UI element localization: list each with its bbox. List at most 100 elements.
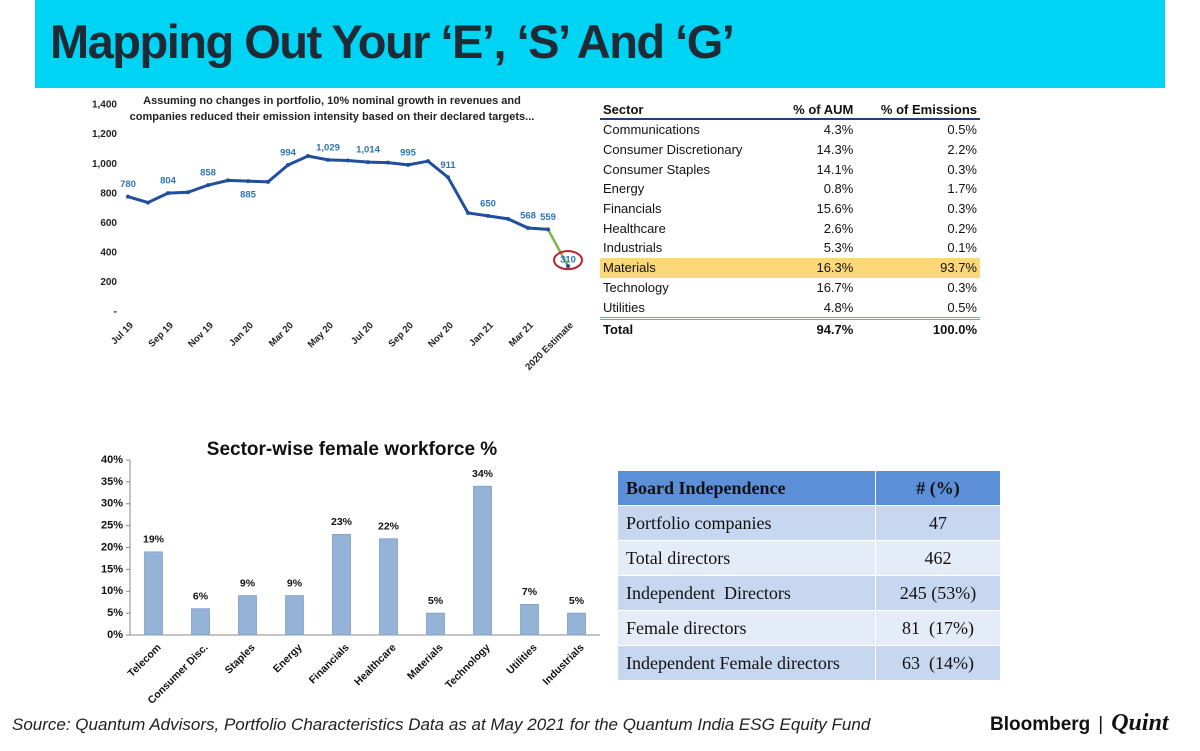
row: Communications 4.3% 0.5%: [600, 119, 980, 140]
chart-title: Sector-wise female workforce %: [207, 439, 497, 460]
cell: 245 (53%): [875, 575, 1001, 611]
value-label: 650: [480, 198, 496, 209]
cell: Communications: [603, 122, 700, 138]
logo-divider: |: [1098, 714, 1104, 735]
point: [266, 179, 270, 184]
value-label: 22%: [378, 521, 400, 533]
value-label: 19%: [143, 534, 165, 546]
row: Total directors 462: [617, 540, 1001, 576]
value-label: 885: [240, 190, 257, 201]
value-label: 911: [440, 160, 456, 171]
point: [166, 191, 170, 196]
bar: [520, 603, 539, 636]
point: [466, 210, 470, 215]
x-tick-label: Jan 20: [227, 320, 256, 349]
bar: [285, 595, 304, 636]
row: Energy 0.8% 1.7%: [600, 179, 980, 199]
y-tick-label: 800: [100, 188, 117, 199]
y-tick-label: 15%: [101, 563, 123, 575]
y-tick-label: -: [114, 307, 117, 318]
cell: 14.1%: [816, 161, 854, 177]
x-tick-label: Staples: [223, 641, 258, 676]
cell: 4.8%: [776, 297, 857, 320]
cell: Total directors: [617, 540, 876, 576]
x-tick-label: May 20: [306, 320, 336, 350]
point: [506, 216, 510, 221]
bar: [144, 551, 163, 636]
x-tick-label: Industrials: [541, 641, 587, 687]
row: Materials 16.3% 93.7%: [600, 257, 980, 278]
y-tick-label: 5%: [107, 607, 123, 619]
cell: 0.8%: [823, 181, 854, 197]
x-tick-label: Mar 20: [267, 320, 296, 349]
cell: 462: [875, 540, 1001, 576]
logo: Bloomberg | Quint: [990, 710, 1169, 737]
x-tick-label: Sep 19: [146, 320, 175, 349]
cell: 14.3%: [816, 142, 854, 158]
point: [226, 178, 230, 183]
row: Independent Female directors 63 (14%): [617, 645, 1001, 681]
bar: [473, 485, 492, 636]
cell: Independent Female directors: [617, 645, 876, 681]
value-label: 995: [400, 147, 417, 158]
x-tick-label: Mar 21: [507, 320, 537, 350]
bar: [238, 595, 257, 636]
value-label: 5%: [569, 595, 585, 607]
header-bar: [35, 0, 1165, 88]
total-cell: 94.7%: [776, 316, 857, 340]
y-tick-label: 40%: [101, 454, 123, 466]
x-tick-label: Healthcare: [352, 641, 399, 688]
cell: 5.3%: [823, 240, 854, 256]
header-row: Board Independence # (%): [617, 470, 1001, 506]
x-tick-label: Materials: [405, 641, 446, 682]
point: [286, 163, 290, 168]
y-tick-label: 30%: [101, 498, 123, 510]
estimate-circle: [553, 250, 583, 271]
cell: Female directors: [617, 610, 876, 646]
y-tick-label: 1,000: [92, 159, 117, 170]
x-tick-label: Jul 19: [109, 320, 136, 347]
value-label: 804: [160, 176, 177, 187]
bar: [379, 538, 398, 636]
point: [486, 213, 490, 218]
point: [546, 227, 550, 232]
cell: Utilities: [600, 297, 777, 320]
cell: Materials: [600, 257, 777, 278]
source-note: Source: Quantum Advisors, Portfolio Char…: [12, 715, 871, 734]
point: [246, 179, 250, 184]
row: Industrials 5.3% 0.1%: [600, 238, 980, 258]
value-label: 310: [560, 255, 576, 266]
value-label: 34%: [472, 468, 494, 480]
estimate-line: [546, 228, 570, 267]
cell: 93.7%: [856, 257, 980, 278]
point: [306, 154, 310, 159]
point: [406, 162, 410, 167]
row: Portfolio companies 47: [617, 505, 1001, 541]
cell: 4.3%: [823, 122, 854, 138]
value-label: 568: [520, 211, 536, 222]
point: [386, 160, 390, 165]
cell: 0.2%: [947, 220, 977, 236]
y-tick-label: 600: [100, 218, 117, 229]
cell: 0.5%: [856, 297, 980, 320]
row: Consumer Staples 14.1% 0.3%: [600, 159, 980, 179]
value-label: 1,014: [356, 145, 380, 156]
point: [366, 160, 370, 165]
x-tick-label: Nov 19: [186, 320, 216, 350]
annotation: Assuming no changes in portfolio, 10% no…: [143, 95, 521, 107]
value-label: 858: [200, 168, 216, 179]
y-tick-label: 1,200: [92, 129, 117, 140]
cell: Consumer Staples: [603, 161, 710, 177]
row: Utilities 4.8% 0.5%: [600, 297, 980, 320]
point: [446, 175, 450, 180]
point: [126, 194, 130, 199]
x-tick-label: Sep 20: [386, 320, 415, 349]
row: Female directors 81 (17%): [617, 610, 1001, 646]
point: [186, 190, 190, 195]
cell: 0.5%: [947, 122, 977, 138]
y-tick-label: 200: [100, 277, 117, 288]
cell: 2.2%: [947, 142, 977, 158]
cell: 47: [875, 505, 1001, 541]
